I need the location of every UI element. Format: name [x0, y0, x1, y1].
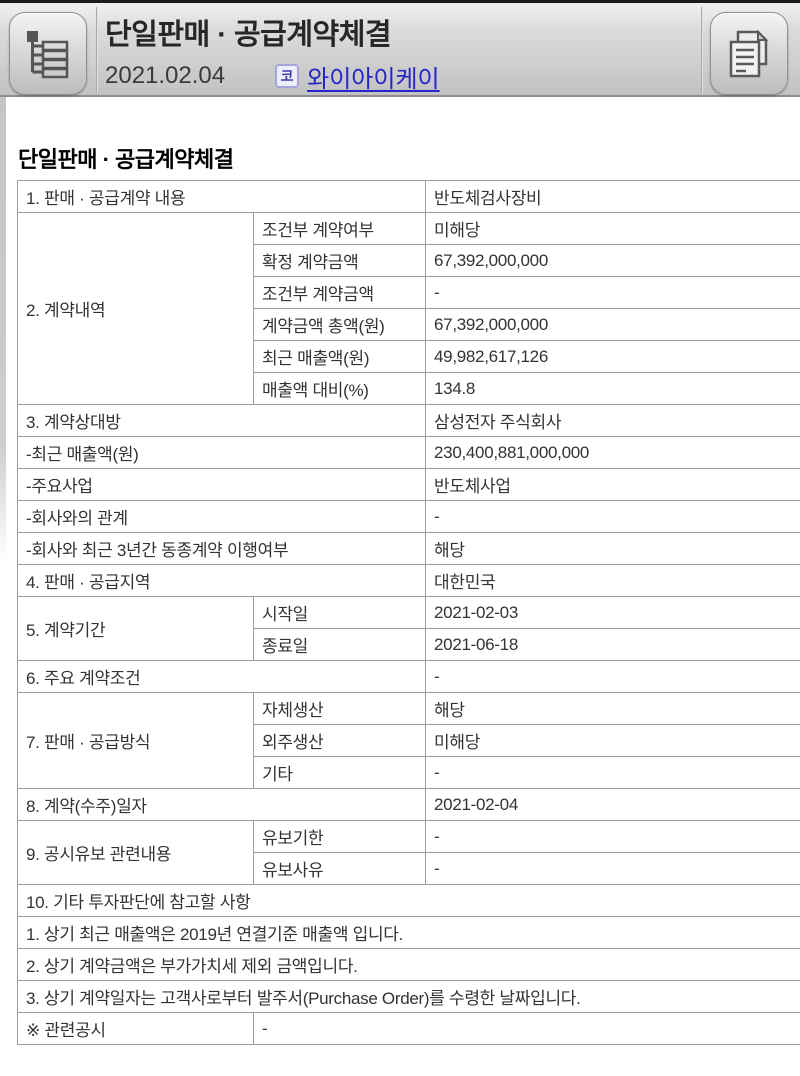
row-value: 삼성전자 주식회사 [425, 404, 800, 437]
page-edge-shadow [0, 97, 6, 559]
table-row-contract-detail: 2. 계약내역 조건부 계약여부 미해당 [17, 212, 800, 405]
row-value: 2021-02-04 [425, 788, 800, 821]
sub-value: 67,392,000,000 [425, 244, 800, 277]
sub-value: 미해당 [425, 724, 800, 757]
table-row-contract-content: 1. 판매 · 공급계약 내용 반도체검사장비 [16, 180, 800, 213]
table-row-disclosure-deferral: 유보사유 - [18, 852, 800, 885]
table-row-note: 3. 상기 계약일자는 고객사로부터 발주서(Purchase Order)를 … [16, 980, 800, 1013]
sub-value: - [425, 756, 800, 789]
outline-view-button[interactable] [9, 12, 87, 95]
row-label: 1. 판매 · 공급계약 내용 [16, 180, 427, 213]
header-divider [701, 7, 702, 93]
table-row-contract-period: 5. 계약기간 시작일 2021-02-03 [17, 596, 800, 661]
sub-label: 기타 [252, 756, 427, 789]
table-row-contract-detail: 조건부 계약금액 - [18, 276, 800, 309]
app-header: 단일판매 · 공급계약체결 2021.02.04 코 와이아이케이 [0, 0, 800, 97]
sub-label: 자체생산 [252, 692, 427, 725]
section-label: 5. 계약기간 [17, 596, 254, 661]
table-row-contract-period: 종료일 2021-06-18 [18, 628, 800, 661]
table-row-other-matters: 10. 기타 투자판단에 참고할 사항 [16, 884, 800, 917]
row-label: ※ 관련공시 [17, 1012, 254, 1045]
sub-label: 시작일 [252, 596, 427, 629]
row-value: 230,400,881,000,000 [425, 436, 800, 469]
table-row-related-disclosure: ※ 관련공시 - [17, 1012, 800, 1045]
row-label: -회사와의 관계 [16, 500, 427, 533]
sub-label: 매출액 대비(%) [252, 372, 427, 405]
row-value: 해당 [425, 532, 800, 565]
documents-button[interactable] [710, 12, 788, 95]
sub-label: 조건부 계약여부 [252, 212, 427, 245]
row-label: 3. 계약상대방 [16, 404, 427, 437]
sub-label: 계약금액 총액(원) [252, 308, 427, 341]
table-row-note: 2. 상기 계약금액은 부가가치세 제외 금액입니다. [16, 948, 800, 981]
row-value: - [252, 1012, 800, 1045]
report-date: 2021.02.04 [105, 62, 226, 89]
note-text: 3. 상기 계약일자는 고객사로부터 발주서(Purchase Order)를 … [16, 980, 800, 1013]
table-row-disclosure-deferral: 9. 공시유보 관련내용 유보기한 - [17, 820, 800, 885]
table-row-contract-detail: 계약금액 총액(원) 67,392,000,000 [18, 308, 800, 341]
sub-value: - [425, 852, 800, 885]
row-label: 10. 기타 투자판단에 참고할 사항 [16, 884, 800, 917]
header-subrow: 2021.02.04 코 와이아이케이 [105, 61, 440, 93]
table-row-counterparty-business: -주요사업 반도체사업 [16, 468, 800, 501]
section-label: 7. 판매 · 공급방식 [17, 692, 254, 789]
company-link[interactable]: 와이아이케이 [307, 65, 440, 93]
table-row-supply-method: 7. 판매 · 공급방식 자체생산 해당 [17, 692, 800, 789]
section-label: 9. 공시유보 관련내용 [17, 820, 254, 885]
sub-label: 최근 매출액(원) [252, 340, 427, 373]
sub-value: 해당 [425, 692, 800, 725]
sub-value: 2021-02-03 [425, 596, 800, 629]
table-row-supply-region: 4. 판매 · 공급지역 대한민국 [16, 564, 800, 597]
sub-label: 외주생산 [252, 724, 427, 757]
section-label: 2. 계약내역 [17, 212, 254, 405]
table-row-note: 1. 상기 최근 매출액은 2019년 연결기준 매출액 입니다. [16, 916, 800, 949]
sub-value: 2021-06-18 [425, 628, 800, 661]
row-label: 4. 판매 · 공급지역 [16, 564, 427, 597]
row-label: -회사와 최근 3년간 동종계약 이행여부 [16, 532, 427, 565]
disclosure-document: 단일판매 · 공급계약체결 1. 판매 · 공급계약 내용 반도체검사장비 2.… [0, 97, 800, 1045]
sub-value: 미해당 [425, 212, 800, 245]
table-row-counterparty: 3. 계약상대방 삼성전자 주식회사 [16, 404, 800, 437]
row-label: -주요사업 [16, 468, 427, 501]
sub-value: 134.8 [425, 372, 800, 405]
table-row-counterparty-sales: -최근 매출액(원) 230,400,881,000,000 [16, 436, 800, 469]
table-row-contract-detail: 최근 매출액(원) 49,982,617,126 [18, 340, 800, 373]
row-label: -최근 매출액(원) [16, 436, 427, 469]
table-row-counterparty-history: -회사와 최근 3년간 동종계약 이행여부 해당 [16, 532, 800, 565]
report-title: 단일판매 · 공급계약체결 [105, 19, 392, 51]
table-row-contract-detail: 매출액 대비(%) 134.8 [18, 372, 800, 405]
row-label: 8. 계약(수주)일자 [16, 788, 427, 821]
header-divider [96, 7, 97, 93]
sub-value: 49,982,617,126 [425, 340, 800, 373]
sub-label: 확정 계약금액 [252, 244, 427, 277]
table-row-counterparty-relation: -회사와의 관계 - [16, 500, 800, 533]
table-row-main-terms: 6. 주요 계약조건 - [16, 660, 800, 693]
sub-value: 67,392,000,000 [425, 308, 800, 341]
disclosure-table: 1. 판매 · 공급계약 내용 반도체검사장비 2. 계약내역 조건부 계약여부… [16, 180, 800, 1045]
row-value: - [425, 500, 800, 533]
sub-value: - [425, 276, 800, 309]
market-kosdaq-badge: 코 [275, 64, 300, 88]
sub-label: 종료일 [252, 628, 427, 661]
outline-tree-icon [25, 29, 71, 79]
row-value: - [425, 660, 800, 693]
row-value: 반도체사업 [425, 468, 800, 501]
documents-icon [726, 28, 772, 80]
row-value: 반도체검사장비 [425, 180, 800, 213]
sub-label: 유보기한 [252, 820, 427, 853]
row-label: 6. 주요 계약조건 [16, 660, 427, 693]
sub-label: 유보사유 [252, 852, 427, 885]
note-text: 1. 상기 최근 매출액은 2019년 연결기준 매출액 입니다. [16, 916, 800, 949]
table-row-contract-date: 8. 계약(수주)일자 2021-02-04 [16, 788, 800, 821]
document-heading: 단일판매 · 공급계약체결 [18, 147, 234, 172]
sub-label: 조건부 계약금액 [252, 276, 427, 309]
table-row-contract-detail: 확정 계약금액 67,392,000,000 [18, 244, 800, 277]
sub-value: - [425, 820, 800, 853]
row-value: 대한민국 [425, 564, 800, 597]
note-text: 2. 상기 계약금액은 부가가치세 제외 금액입니다. [16, 948, 800, 981]
